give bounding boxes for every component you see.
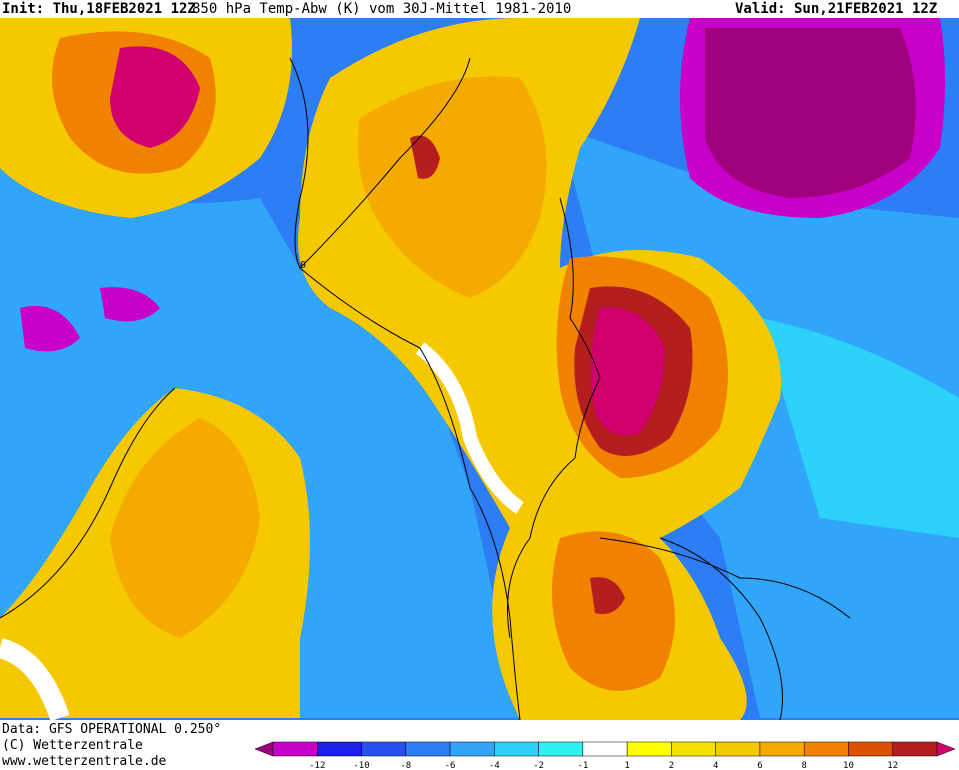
color-legend: -12 -10 -8 -6 -4 -2 -1 1 2 4 6 8 10 12 <box>255 741 955 770</box>
legend-arrow-high <box>936 741 955 757</box>
anomaly-region-minus2-east <box>760 318 959 538</box>
legend-tick-label: 1 <box>624 761 629 770</box>
legend-swatch <box>715 741 761 757</box>
zero-contour-line <box>299 267 521 720</box>
valid-time: Valid: Sun,21FEB2021 12Z <box>735 1 938 17</box>
anomaly-region-baffin-cold <box>100 287 160 322</box>
anomaly-region-greenland-veryhot <box>410 135 440 179</box>
footer-info: Data: GFS OPERATIONAL 0.250° (C) Wetterz… <box>2 722 221 770</box>
legend-swatch <box>317 741 362 757</box>
legend-swatch <box>582 741 628 757</box>
legend-swatch <box>803 741 849 757</box>
zero-contour-label: 0 <box>300 260 306 271</box>
website: www.wetterzentrale.de <box>2 754 167 769</box>
legend-swatch <box>671 741 716 757</box>
coastline-mediterranean <box>599 537 851 619</box>
legend-swatch <box>759 741 805 757</box>
header: Init: Thu,18FEB2021 12Z 850 hPa Temp-Abw… <box>0 0 959 18</box>
anomaly-region-greenland-sea-warm <box>358 76 547 298</box>
anomaly-region-africa-veryhot <box>590 577 625 614</box>
data-source: Data: GFS OPERATIONAL 0.250° <box>2 722 222 737</box>
copyright: (C) Wetterzentrale <box>2 738 143 753</box>
legend-swatch <box>405 741 451 757</box>
neutral-band-atlantic <box>415 342 525 514</box>
legend-tick-label: 8 <box>801 761 806 770</box>
legend-tick-label: 10 <box>843 761 854 770</box>
legend-tick-label: -2 <box>533 761 544 770</box>
anomaly-region-siberia-deep-cold <box>705 28 916 198</box>
legend-arrow-low <box>255 741 274 757</box>
zero-contour-line-atlantic <box>0 387 176 619</box>
legend-tick-label: 2 <box>669 761 674 770</box>
anomaly-region-canada-extreme <box>110 46 200 148</box>
legend-tick-label: 6 <box>757 761 762 770</box>
legend-swatch <box>449 741 495 757</box>
legend-swatch <box>626 741 672 757</box>
legend-swatch <box>538 741 584 757</box>
zero-contour-line-east <box>659 537 783 720</box>
legend-swatch <box>848 741 893 757</box>
anomaly-region-central-europe-extreme <box>591 307 665 436</box>
neutral-band-southwest <box>0 638 70 720</box>
legend-tick-label: -10 <box>353 761 369 770</box>
legend-swatch <box>361 741 407 757</box>
legend-swatch <box>272 741 318 757</box>
legend-tick-label: 4 <box>713 761 718 770</box>
footer: Data: GFS OPERATIONAL 0.250° (C) Wetterz… <box>0 720 959 770</box>
legend-tick-label: -1 <box>577 761 588 770</box>
legend-swatch <box>494 741 539 757</box>
legend-tick-label: 12 <box>887 761 898 770</box>
coastline-europe <box>507 197 601 639</box>
legend-tick-label: -4 <box>489 761 500 770</box>
map-description: 850 hPa Temp-Abw (K) vom 30J-Mittel 1981… <box>192 1 572 17</box>
legend-tick-label: -6 <box>445 761 456 770</box>
legend-swatch <box>892 741 938 757</box>
init-time: Init: Thu,18FEB2021 12Z <box>2 1 196 17</box>
coastline-greenland <box>289 57 471 269</box>
legend-tick-label: -8 <box>400 761 411 770</box>
legend-tick-label: -12 <box>309 761 325 770</box>
anomaly-region-labrador-cold <box>20 306 80 352</box>
anomaly-region-atlantic-warm-core <box>110 418 260 638</box>
temperature-anomaly-map: 0 <box>0 18 959 720</box>
